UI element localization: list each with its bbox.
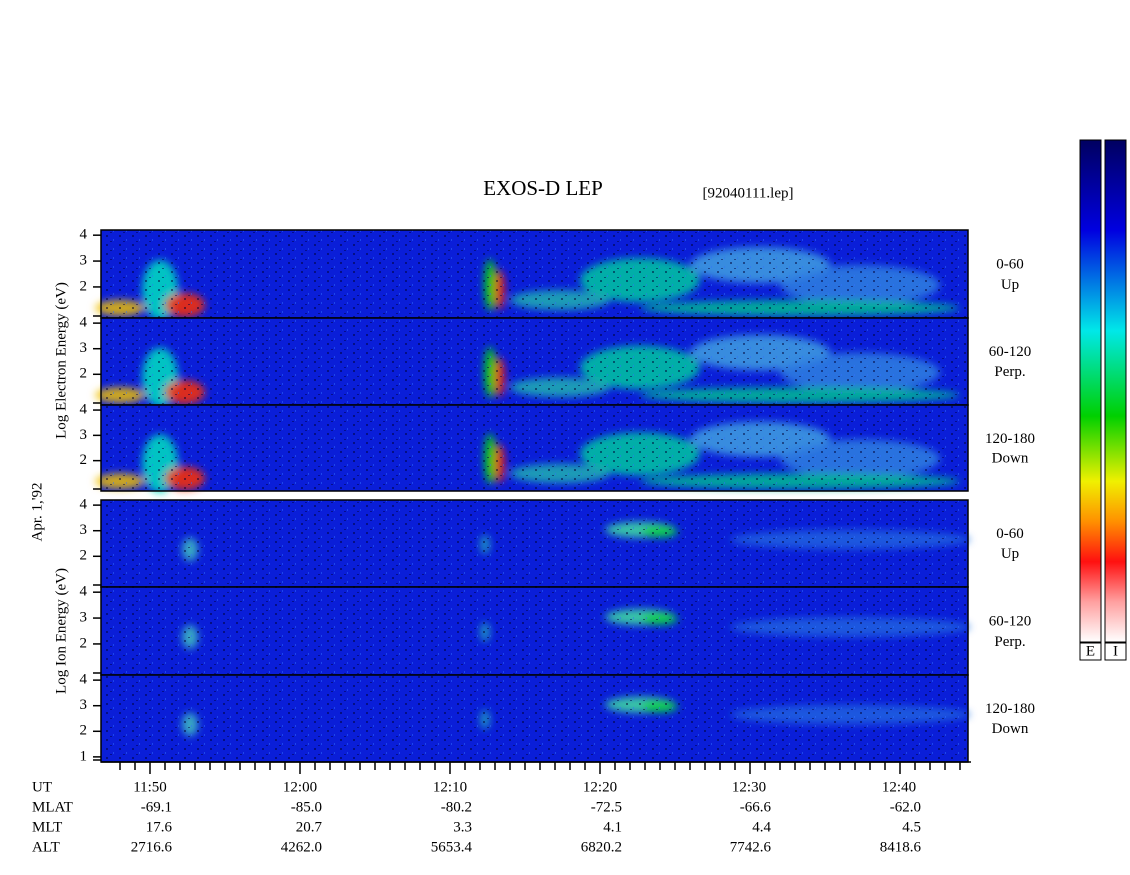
panel-direction: Down (992, 451, 1029, 467)
row-label: MLAT (32, 799, 73, 815)
orbit-value: 4.1 (603, 819, 622, 835)
speckle (101, 318, 968, 405)
y-tick-label: 2 (80, 635, 88, 651)
orbit-value: 7742.6 (730, 839, 772, 855)
orbit-value: 6820.2 (581, 839, 622, 855)
speckle (101, 675, 968, 762)
orbit-value: 4.5 (902, 819, 921, 835)
orbit-value: 12:10 (433, 779, 467, 795)
orbit-value: 17.6 (146, 819, 173, 835)
orbit-value: 11:50 (133, 779, 167, 795)
y-tick-label: 3 (80, 522, 88, 538)
orbit-value: -66.6 (740, 799, 772, 815)
title: EXOS-D LEP (483, 176, 603, 200)
panel-label: 120-180 (985, 701, 1035, 717)
y-tick-label: 3 (80, 252, 88, 268)
orbit-value: 8418.6 (880, 839, 922, 855)
panel-label: 0-60 (996, 526, 1024, 542)
orbit-value: -85.0 (291, 799, 322, 815)
date-label: Apr. 1,'92 (29, 483, 45, 542)
row-label: MLT (32, 819, 62, 835)
orbit-value: 12:30 (732, 779, 766, 795)
orbit-value: 2716.6 (131, 839, 173, 855)
y-tick-label: 2 (80, 366, 88, 382)
panel-direction: Down (992, 721, 1029, 737)
panel-direction: Perp. (994, 364, 1025, 380)
y-tick-label: 1 (80, 748, 88, 764)
y-tick-label: 2 (80, 548, 88, 564)
y-tick-label: 2 (80, 723, 88, 739)
colorbar-label-box (1079, 642, 1102, 661)
y-tick-label: 3 (80, 697, 88, 713)
colorbar-label: I (1113, 643, 1118, 659)
orbit-value: 12:00 (283, 779, 317, 795)
orbit-value: 20.7 (296, 819, 323, 835)
y-tick-label: 4 (80, 315, 88, 331)
y-tick-label: 4 (80, 401, 88, 417)
colorbar (1104, 139, 1127, 643)
colorbar-label-box (1104, 642, 1127, 661)
speckle (101, 405, 968, 491)
y-tick-label: 4 (80, 672, 88, 688)
panel-frame (100, 404, 969, 492)
panel-direction: Up (1001, 277, 1019, 293)
orbit-value: -62.0 (890, 799, 921, 815)
orbit-value: 12:40 (882, 779, 916, 795)
colorbar (1079, 139, 1102, 643)
orbit-value: 3.3 (453, 819, 472, 835)
file-name: [92040111.lep] (703, 185, 794, 201)
y-tick-label: 2 (80, 278, 88, 294)
y-axis-label: Log Ion Energy (eV) (53, 568, 69, 694)
orbit-value: -69.1 (141, 799, 172, 815)
colorbar-label: E (1086, 643, 1095, 659)
speckle (101, 230, 968, 318)
speckle (101, 500, 968, 587)
panel-label: 0-60 (996, 257, 1024, 273)
panel-label: 120-180 (985, 431, 1035, 447)
y-tick-label: 4 (80, 497, 88, 513)
orbit-value: 12:20 (583, 779, 617, 795)
orbit-value: -72.5 (591, 799, 622, 815)
y-tick-label: 3 (80, 340, 88, 356)
y-tick-label: 3 (80, 609, 88, 625)
panel-label: 60-120 (989, 614, 1032, 630)
y-tick-label: 4 (80, 584, 88, 600)
y-tick-label: 2 (80, 452, 88, 468)
panel-label: 60-120 (989, 344, 1032, 360)
y-tick-label: 4 (80, 227, 88, 243)
y-tick-label: 3 (80, 427, 88, 443)
panel-direction: Up (1001, 546, 1019, 562)
orbit-value: 4262.0 (281, 839, 322, 855)
y-axis-label: Log Electron Energy (eV) (53, 282, 69, 439)
speckle (101, 587, 968, 675)
orbit-value: 4.4 (752, 819, 771, 835)
orbit-value: 5653.4 (431, 839, 473, 855)
row-label: UT (32, 779, 52, 795)
row-label: ALT (32, 839, 60, 855)
panel-direction: Perp. (994, 634, 1025, 650)
orbit-value: -80.2 (441, 799, 472, 815)
